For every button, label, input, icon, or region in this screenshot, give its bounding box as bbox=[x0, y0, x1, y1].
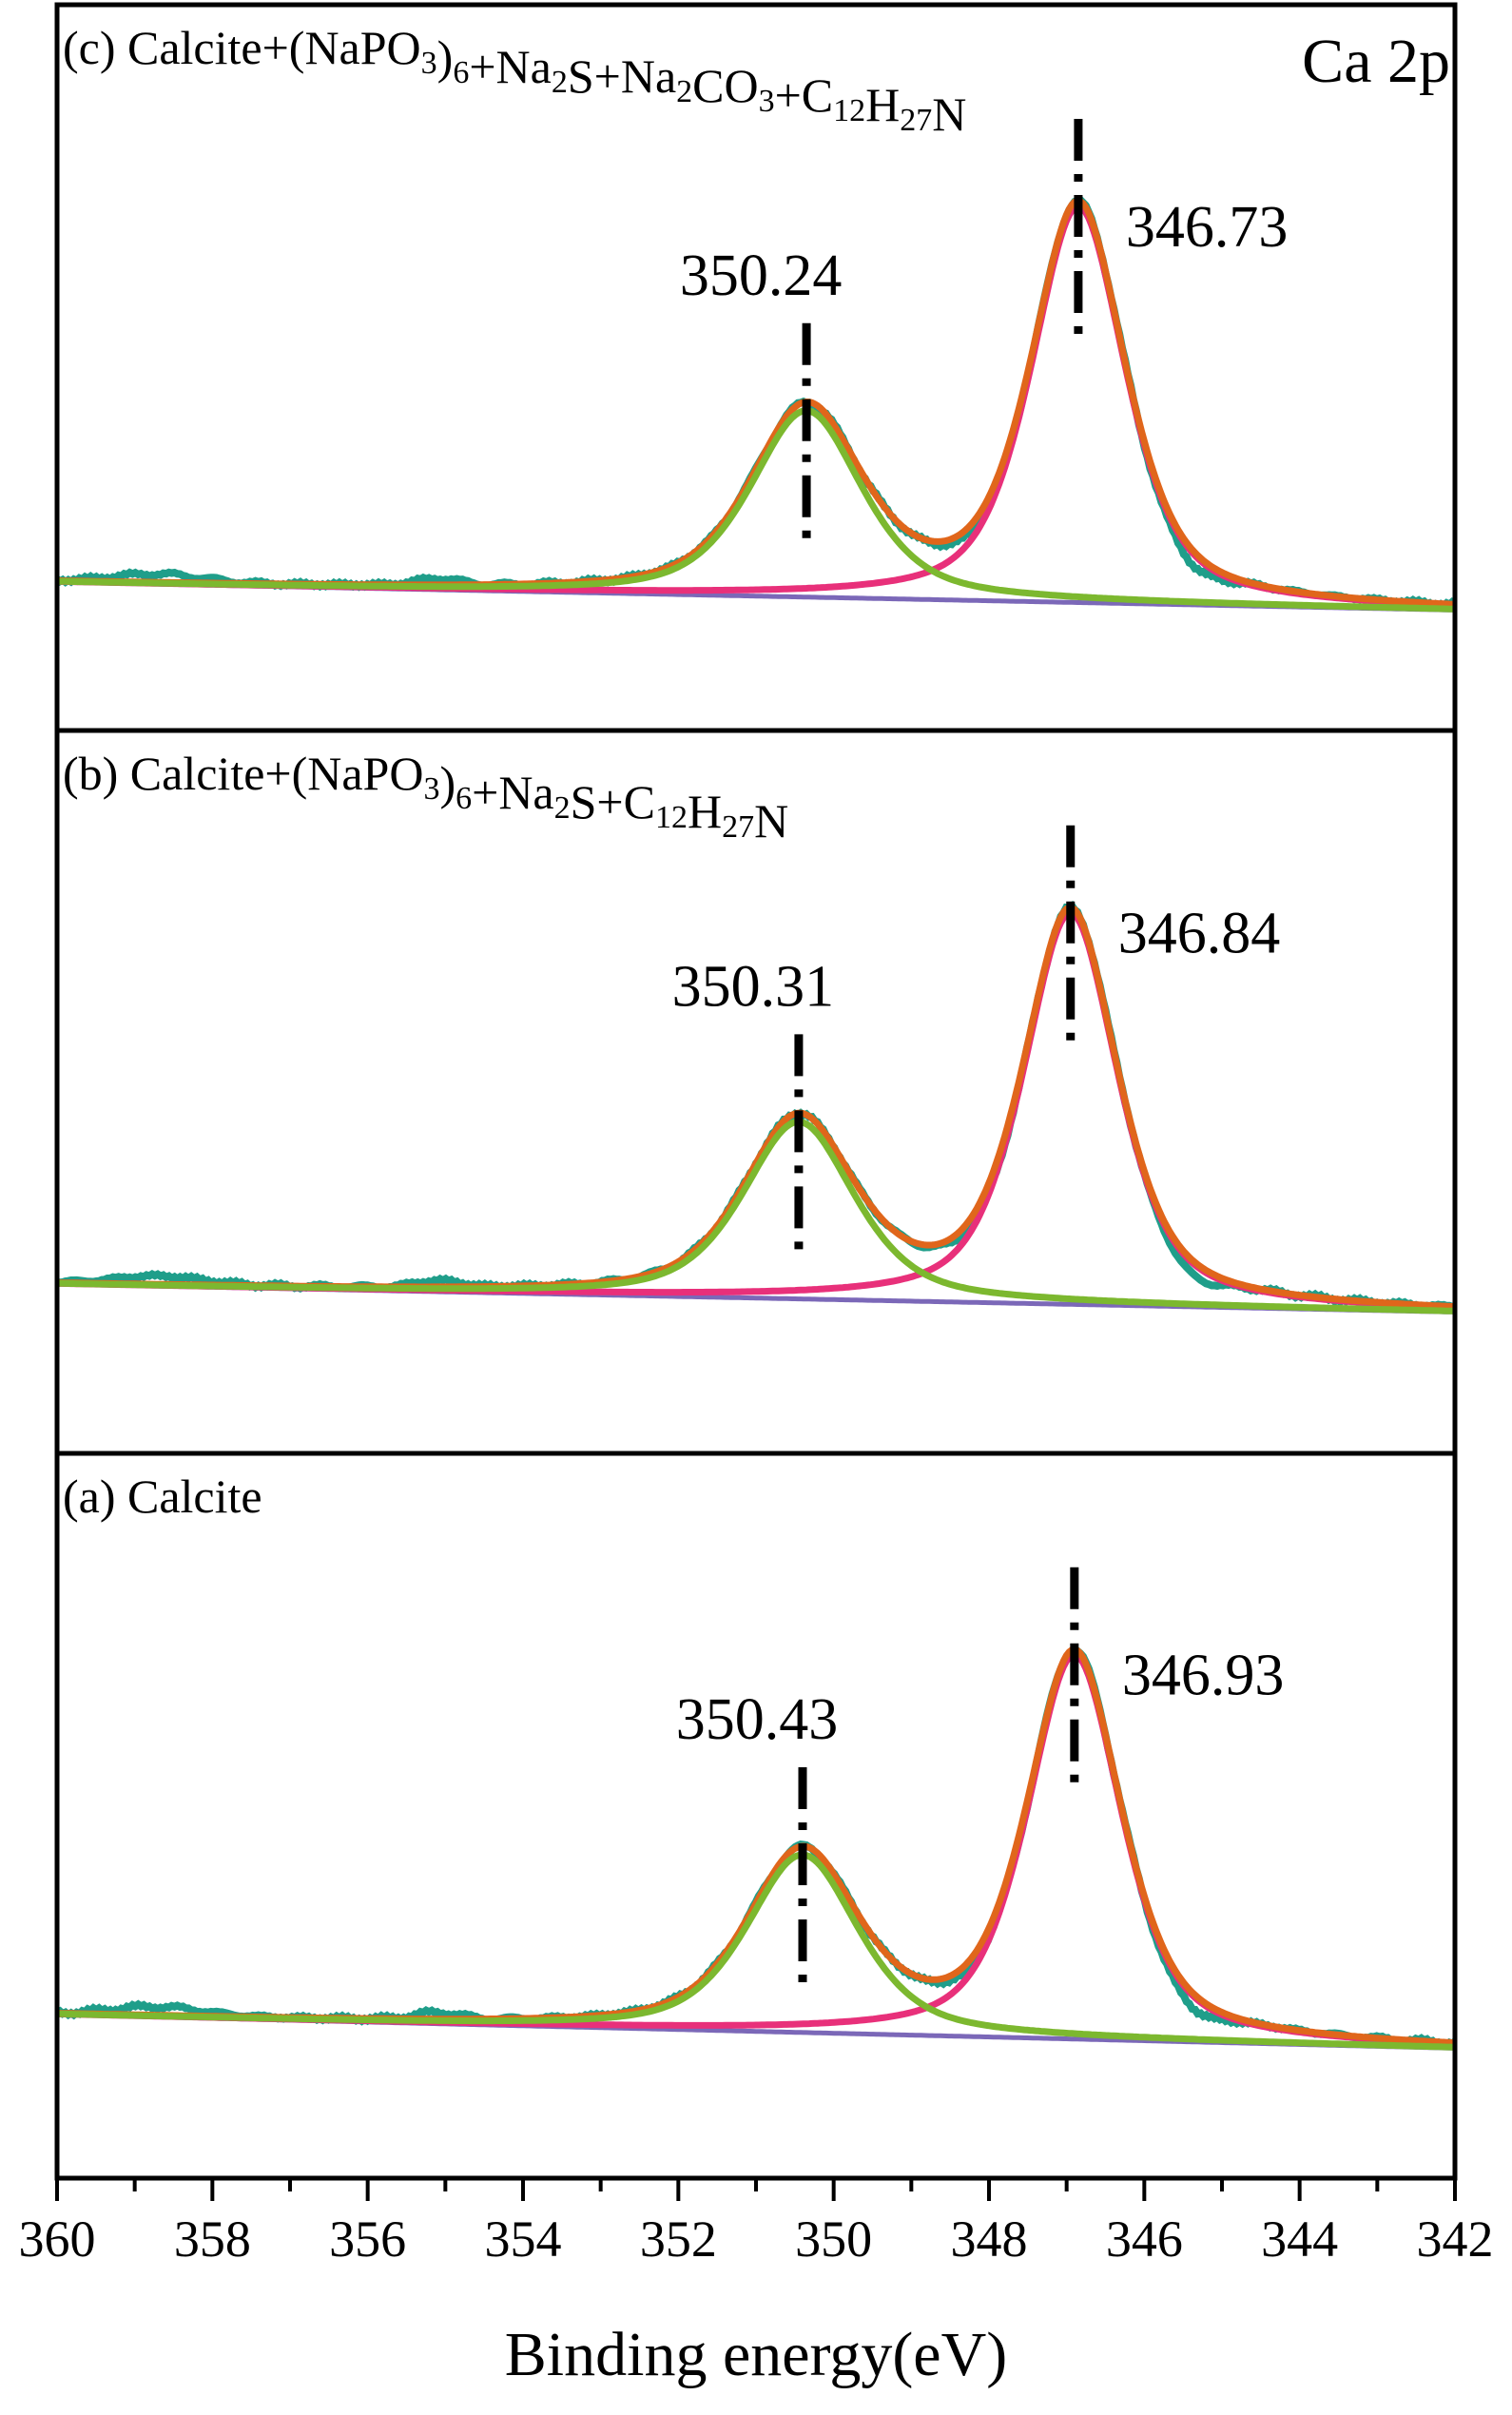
fit-peak-high-c bbox=[57, 407, 1455, 613]
x-tick-label: 348 bbox=[951, 2211, 1028, 2268]
peak-label-high-a: 350.43 bbox=[676, 1687, 839, 1752]
chart-title: Ca 2p bbox=[1302, 27, 1450, 96]
peak-label-high-c: 350.24 bbox=[680, 243, 843, 308]
x-tick-label: 350 bbox=[795, 2211, 872, 2268]
axes-frame bbox=[54, 2, 1458, 2181]
x-tick-label: 356 bbox=[329, 2211, 406, 2268]
plot-area: 350.24 346.73 (c) Calcite+(NaPO3)6+Na2S+Na… bbox=[57, 21, 1455, 2051]
x-tick-label: 358 bbox=[174, 2211, 251, 2268]
panel-label-a: (a) Calcite bbox=[63, 1470, 262, 1523]
panel-label-c: (c) Calcite+(NaPO3)6+Na2S+Na2CO3+C12H27N bbox=[63, 21, 966, 141]
x-tick-label: 346 bbox=[1106, 2211, 1183, 2268]
x-tick-label: 342 bbox=[1417, 2211, 1494, 2268]
panel-c bbox=[57, 195, 1455, 613]
panel-a bbox=[57, 1646, 1455, 2051]
fit-peak-high-a bbox=[57, 1851, 1455, 2051]
x-axis-ticks: 360 358 356 354 352 350 348 346 344 342 bbox=[19, 2178, 1494, 2268]
peak-label-high-b: 350.31 bbox=[672, 954, 835, 1019]
x-tick-label: 360 bbox=[19, 2211, 96, 2268]
peak-label-low-c: 346.73 bbox=[1126, 195, 1289, 260]
panel-b bbox=[57, 901, 1455, 1315]
peak-label-low-a: 346.93 bbox=[1122, 1644, 1285, 1708]
x-tick-label: 352 bbox=[640, 2211, 717, 2268]
panel-label-b: (b) Calcite+(NaPO3)6+Na2S+C12H27N bbox=[63, 747, 788, 847]
fit-peak-high-b bbox=[57, 1118, 1455, 1315]
peak-label-low-b: 346.84 bbox=[1118, 902, 1281, 966]
plot-border bbox=[54, 2, 1458, 2181]
x-tick-label: 354 bbox=[485, 2211, 562, 2268]
x-axis-title: Binding energy(eV) bbox=[505, 2320, 1007, 2389]
x-tick-label: 344 bbox=[1261, 2211, 1338, 2268]
